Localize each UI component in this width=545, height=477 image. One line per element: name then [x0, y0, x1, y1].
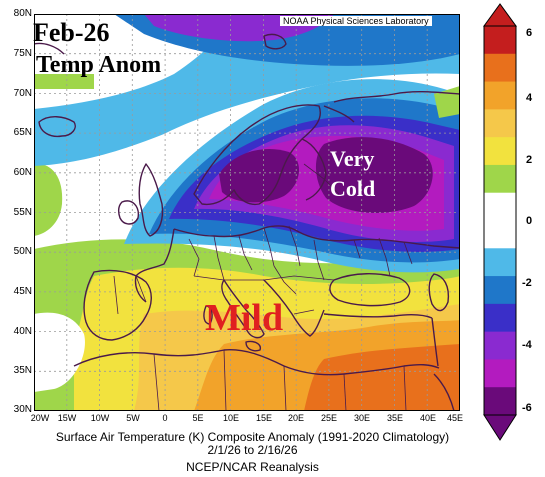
borders — [113, 163, 413, 411]
colorbar-segment — [484, 220, 516, 249]
colorbar-label: 6 — [526, 27, 533, 39]
lon-label: 5W — [126, 413, 140, 423]
lat-label: 60N — [13, 167, 32, 178]
coast-greenland — [34, 42, 65, 55]
colorbar-label: 0 — [526, 215, 533, 227]
annotation-cold: Cold — [330, 176, 376, 201]
west-green-patch — [34, 163, 63, 236]
colorbar-top-arrow — [483, 3, 517, 27]
lat-label: 35N — [13, 365, 32, 376]
colorbar-segment — [484, 137, 516, 166]
credit-label: NOAA Physical Sciences Laboratory — [280, 16, 432, 26]
colorbar-segment — [484, 53, 516, 83]
title-line2: Temp Anom — [36, 52, 162, 78]
colorbar-label: 4 — [526, 92, 533, 104]
colorbar-label: -2 — [522, 277, 532, 289]
cold-core-scandinavia — [219, 148, 300, 203]
colorbar-segments — [483, 25, 517, 416]
annotation-mild: Mild — [205, 297, 284, 339]
coast-scandinavia — [193, 104, 321, 206]
lat-label: 75N — [13, 48, 32, 59]
colorbar-segment — [484, 331, 516, 360]
annotation-very: Very — [330, 146, 375, 171]
colorbar-segment — [484, 164, 516, 194]
coast-sardinia — [203, 305, 213, 325]
coast-russia-arctic — [333, 90, 460, 103]
lat-label: 65N — [13, 127, 32, 138]
coast-iberia — [83, 269, 152, 341]
coast-levant — [431, 317, 439, 367]
colorbar-segment — [484, 276, 516, 305]
coast-ireland — [117, 200, 139, 225]
lat-label: 40N — [13, 326, 32, 337]
coast-europe — [173, 225, 460, 249]
colorbar-segment — [484, 359, 516, 388]
lon-label: 10W — [90, 413, 110, 423]
title-line1: Feb-26 — [33, 18, 110, 47]
colorbar-label: -4 — [522, 339, 532, 351]
caption-line2: 2/1/26 to 2/16/26 — [207, 443, 298, 457]
coast-red-sea — [433, 373, 455, 411]
lon-label: 20W — [30, 413, 50, 423]
lat-label: 55N — [13, 207, 32, 218]
cold-core-russia — [315, 137, 433, 213]
coast-iceland — [38, 116, 76, 138]
lat-label: 80N — [13, 8, 32, 19]
lon-label: 20E — [287, 413, 305, 423]
west-white-patch — [34, 312, 85, 392]
graticule — [34, 14, 460, 411]
coast-italy — [221, 279, 265, 339]
coast-turkey — [323, 313, 433, 319]
colorbar-segment — [484, 192, 516, 221]
colorbar — [483, 3, 517, 441]
caption-line1: Surface Air Temperature (K) Composite An… — [55, 430, 450, 444]
lon-label: 15W — [57, 413, 77, 423]
colorbar-segment — [484, 81, 516, 110]
colorbar-segment — [484, 109, 516, 138]
coast-balkans — [263, 279, 325, 337]
lon-label: 25E — [320, 413, 338, 423]
lat-label: 45N — [13, 286, 32, 297]
coast-kola — [323, 105, 355, 123]
map-svg — [34, 14, 460, 411]
lon-label: 10E — [222, 413, 240, 423]
colorbar-label: -6 — [522, 402, 532, 414]
lat-label: 50N — [13, 246, 32, 257]
lon-label: 0 — [162, 413, 168, 423]
coast-france — [134, 228, 175, 303]
colorbar-segment — [484, 26, 516, 55]
colorbar-segment — [484, 303, 516, 333]
coast-black-sea — [329, 273, 411, 307]
lon-label: 40E — [419, 413, 437, 423]
lon-label: 35E — [386, 413, 404, 423]
caption-line3: NCEP/NCAR Reanalysis — [186, 460, 319, 474]
lon-label: 15E — [255, 413, 273, 423]
anomaly-map — [34, 14, 460, 411]
coast-caspian — [428, 273, 450, 312]
lat-label: 70N — [13, 88, 32, 99]
colorbar-segment — [484, 387, 516, 416]
coast-finland — [301, 138, 327, 201]
dark-orange-zone — [304, 344, 460, 411]
colorbar-bottom-arrow — [483, 414, 517, 441]
lon-label: 45E — [446, 413, 464, 423]
colorbar-segment — [484, 248, 516, 277]
colorbar-label: 2 — [526, 154, 533, 166]
lat-label: 30N — [13, 404, 32, 415]
lon-label: 5E — [192, 413, 204, 423]
arctic-green — [34, 74, 94, 89]
coast-svalbard — [263, 33, 287, 50]
coast-great-britain — [138, 163, 164, 237]
lon-label: 30E — [353, 413, 371, 423]
coast-sicily — [245, 340, 261, 352]
